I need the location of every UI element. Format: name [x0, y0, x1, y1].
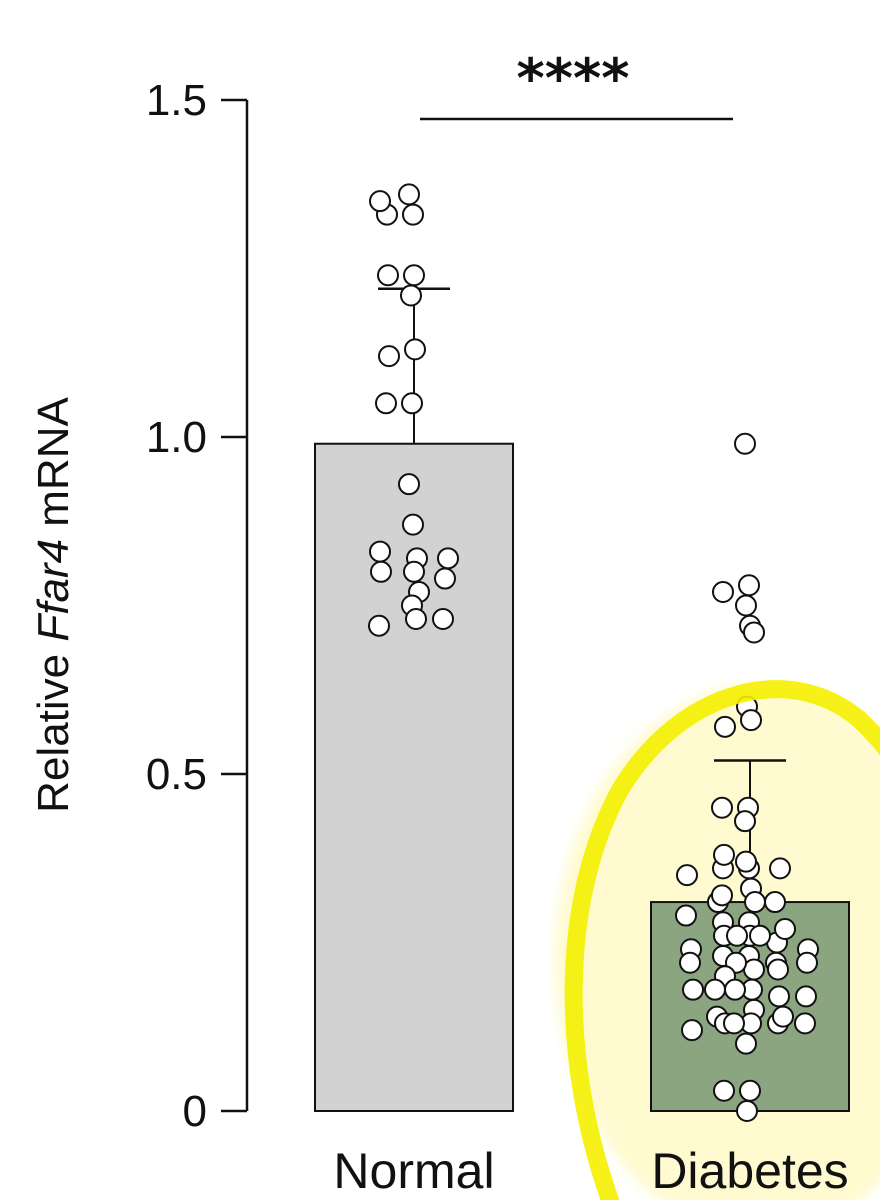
data-point — [738, 574, 760, 597]
data-point — [432, 607, 454, 630]
y-tick-label: 1.0 — [146, 413, 207, 462]
data-point — [400, 284, 422, 307]
data-point — [402, 203, 424, 226]
data-point — [713, 843, 735, 866]
data-point — [682, 978, 704, 1001]
y-axis: 0 0.5 1.0 1.5 — [146, 76, 249, 1136]
data-point — [723, 1012, 745, 1035]
data-point — [712, 581, 734, 604]
data-point — [378, 345, 400, 368]
data-point — [711, 796, 733, 819]
data-point — [679, 951, 701, 974]
data-point — [768, 985, 790, 1008]
y-tick-label: 0 — [183, 1087, 207, 1136]
data-point — [676, 864, 698, 887]
data-point — [713, 1079, 735, 1102]
data-point — [403, 560, 425, 583]
data-point — [772, 1005, 794, 1028]
data-point — [375, 392, 397, 415]
data-point — [377, 264, 399, 287]
data-point — [769, 857, 791, 880]
data-point — [796, 951, 818, 974]
data-point — [735, 1032, 757, 1055]
y-tick-label: 1.5 — [146, 76, 207, 125]
data-point — [404, 338, 426, 361]
data-point — [736, 1100, 758, 1122]
category-label-normal: Normal — [333, 1143, 494, 1199]
data-point — [724, 978, 746, 1001]
y-tick-label: 0.5 — [146, 750, 207, 799]
data-point — [714, 715, 736, 738]
highlight-ellipse — [564, 680, 880, 1200]
data-point — [681, 1019, 703, 1042]
data-point — [739, 1079, 761, 1102]
y-axis-label: Relative Ffar4 mRNA — [29, 397, 78, 813]
data-point — [405, 607, 427, 630]
y-axis-label-prefix: Relative — [29, 642, 78, 813]
data-point — [401, 392, 423, 415]
data-point — [711, 884, 733, 907]
data-point — [368, 614, 390, 637]
data-point — [370, 560, 392, 583]
highlight-ellipse-stroke — [564, 680, 880, 1200]
data-point — [795, 985, 817, 1008]
data-point — [437, 547, 459, 570]
data-point — [369, 190, 391, 213]
bar-normal — [314, 442, 514, 1112]
data-point — [734, 432, 756, 455]
data-point — [726, 924, 748, 947]
data-point — [794, 1012, 816, 1035]
data-point — [398, 183, 420, 206]
y-axis-label-gene: Ffar4 — [29, 539, 78, 642]
data-point — [767, 958, 789, 981]
category-label-diabetes: Diabetes — [651, 1143, 848, 1199]
data-point — [743, 958, 765, 981]
data-point — [743, 621, 765, 644]
data-point — [774, 918, 796, 941]
data-points-group — [368, 183, 819, 1122]
data-point — [740, 709, 762, 732]
data-point — [398, 473, 420, 496]
data-point — [735, 594, 757, 617]
data-point — [749, 924, 771, 947]
data-point — [403, 264, 425, 287]
data-point — [369, 540, 391, 563]
data-point — [704, 978, 726, 1001]
data-point — [734, 810, 756, 833]
data-point — [434, 567, 456, 590]
data-point — [675, 904, 697, 927]
data-point — [735, 850, 757, 873]
significance-label: **** — [517, 47, 630, 110]
category-labels: Normal Diabetes — [333, 1143, 848, 1199]
data-point — [764, 891, 786, 914]
y-axis-label-suffix: mRNA — [29, 397, 78, 539]
data-point — [402, 513, 424, 536]
data-point — [744, 891, 766, 914]
